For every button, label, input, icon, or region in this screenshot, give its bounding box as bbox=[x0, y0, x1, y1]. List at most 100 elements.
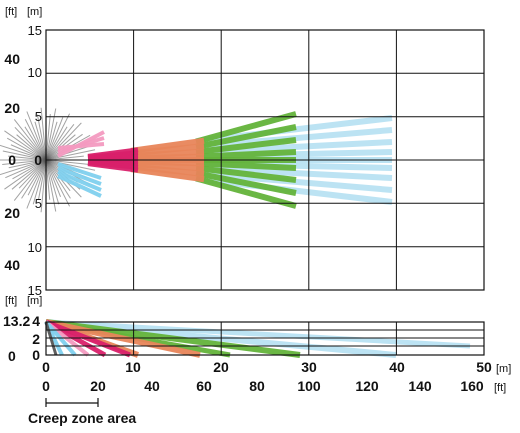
creep-ray bbox=[0, 144, 47, 161]
side-y-m-tick: 0 bbox=[32, 347, 40, 363]
y-ft-tick: 20 bbox=[4, 205, 20, 221]
green-beam bbox=[195, 137, 297, 155]
creep-ray bbox=[45, 159, 71, 207]
creep-ray bbox=[18, 159, 47, 189]
creep-ray bbox=[13, 159, 47, 201]
creep-ray bbox=[45, 121, 58, 161]
green-beam bbox=[195, 160, 297, 171]
y-ft-tick: 40 bbox=[4, 257, 20, 273]
side-y-ft-tick: 13.2 bbox=[3, 313, 30, 329]
creep-ray bbox=[8, 155, 47, 161]
creep-ray bbox=[45, 123, 75, 161]
creep-ray bbox=[45, 159, 62, 198]
top-view-grid bbox=[46, 30, 484, 290]
creep-ray bbox=[34, 121, 47, 161]
pink-beam bbox=[57, 142, 105, 150]
creep-ray bbox=[45, 159, 71, 199]
creep-zone-label: Creep zone area bbox=[28, 410, 136, 426]
creep-ray bbox=[40, 159, 47, 213]
creep-ray bbox=[26, 159, 47, 209]
creep-ray bbox=[10, 144, 47, 161]
x-ft-tick: 0 bbox=[42, 378, 50, 394]
creep-ray bbox=[38, 159, 47, 200]
x-ft-tick: 160 bbox=[460, 378, 484, 394]
creep-ray bbox=[14, 126, 47, 161]
creep-ray bbox=[12, 159, 47, 180]
side-view-grid bbox=[46, 322, 484, 355]
y-m-tick: 10 bbox=[28, 240, 42, 255]
creep-ray bbox=[45, 159, 96, 171]
x-m-tick: 20 bbox=[213, 359, 229, 375]
creep-ray bbox=[45, 159, 60, 205]
top-m-unit-label: [m] bbox=[27, 6, 42, 18]
green-beam bbox=[195, 175, 297, 209]
green-beam bbox=[195, 111, 297, 145]
green-beam bbox=[195, 170, 297, 196]
x-ft-unit-label: [ft] bbox=[494, 382, 506, 394]
orange-beam bbox=[130, 137, 205, 154]
green-beam bbox=[195, 124, 297, 150]
x-m-tick: 30 bbox=[301, 359, 317, 375]
y-ft-tick: 0 bbox=[8, 152, 16, 168]
top-view-m-axis: 15 10 5 0 5 10 15 bbox=[28, 23, 43, 298]
side-pale-blue-beam bbox=[45, 319, 471, 349]
light-blue-beam bbox=[57, 166, 102, 186]
creep-ray bbox=[45, 155, 84, 161]
creep-ray bbox=[45, 113, 51, 161]
creep-ray bbox=[16, 134, 47, 161]
x-m-tick: 50 bbox=[476, 359, 492, 375]
x-ft-tick: 120 bbox=[355, 378, 379, 394]
creep-ray bbox=[26, 111, 47, 161]
top-view-frame bbox=[45, 29, 485, 291]
magenta-beam bbox=[87, 161, 139, 173]
creep-ray bbox=[0, 159, 47, 176]
creep-ray bbox=[45, 159, 90, 166]
y-m-tick: 15 bbox=[28, 283, 42, 298]
green-beam bbox=[195, 149, 297, 160]
y-ft-tick: 20 bbox=[4, 100, 20, 116]
x-m-unit-label: [m] bbox=[496, 363, 511, 375]
y-m-tick: 5 bbox=[35, 196, 42, 211]
x-ft-tick: 140 bbox=[408, 378, 432, 394]
orange-beam bbox=[130, 163, 205, 177]
green-beam bbox=[195, 165, 297, 183]
side-y-m-tick: 4 bbox=[32, 313, 40, 329]
side-ft-unit-label: [ft] bbox=[5, 295, 17, 307]
creep-ray bbox=[32, 159, 47, 205]
creep-ray bbox=[45, 126, 68, 161]
x-ft-tick: 40 bbox=[144, 378, 160, 394]
creep-ray bbox=[8, 159, 47, 169]
creep-ray bbox=[27, 159, 47, 196]
orange-beam bbox=[130, 166, 205, 183]
creep-ray bbox=[24, 126, 47, 161]
light-blue-beam bbox=[57, 162, 102, 180]
creep-ray bbox=[4, 130, 47, 161]
creep-zone-bracket bbox=[45, 398, 99, 407]
orange-beam bbox=[130, 143, 205, 157]
x-ft-tick: 80 bbox=[249, 378, 265, 394]
creep-ray bbox=[5, 159, 47, 179]
creep-ray bbox=[6, 137, 47, 161]
x-m-axis: 0 10 20 30 40 50 [m] bbox=[42, 359, 511, 375]
x-m-tick: 0 bbox=[42, 359, 50, 375]
side-view-frame bbox=[45, 321, 485, 356]
top-ft-unit-label: [ft] bbox=[5, 6, 17, 18]
creep-ray bbox=[45, 117, 64, 161]
x-ft-tick: 100 bbox=[297, 378, 321, 394]
creep-ray bbox=[45, 122, 82, 161]
x-ft-tick: 20 bbox=[90, 378, 106, 394]
light-blue-beam bbox=[57, 170, 102, 192]
creep-ray bbox=[24, 119, 47, 161]
creep-ray bbox=[45, 159, 51, 200]
side-m-unit-label: [m] bbox=[27, 295, 42, 307]
y-m-tick: 10 bbox=[28, 65, 42, 80]
x-m-tick: 10 bbox=[125, 359, 141, 375]
creep-ray bbox=[13, 119, 47, 161]
light-blue-beam bbox=[57, 174, 102, 198]
creep-ray bbox=[11, 159, 47, 190]
y-ft-tick: 40 bbox=[4, 51, 20, 67]
creep-ray bbox=[4, 159, 47, 190]
creep-ray bbox=[45, 113, 71, 161]
side-y-m-tick: 2 bbox=[32, 331, 40, 347]
